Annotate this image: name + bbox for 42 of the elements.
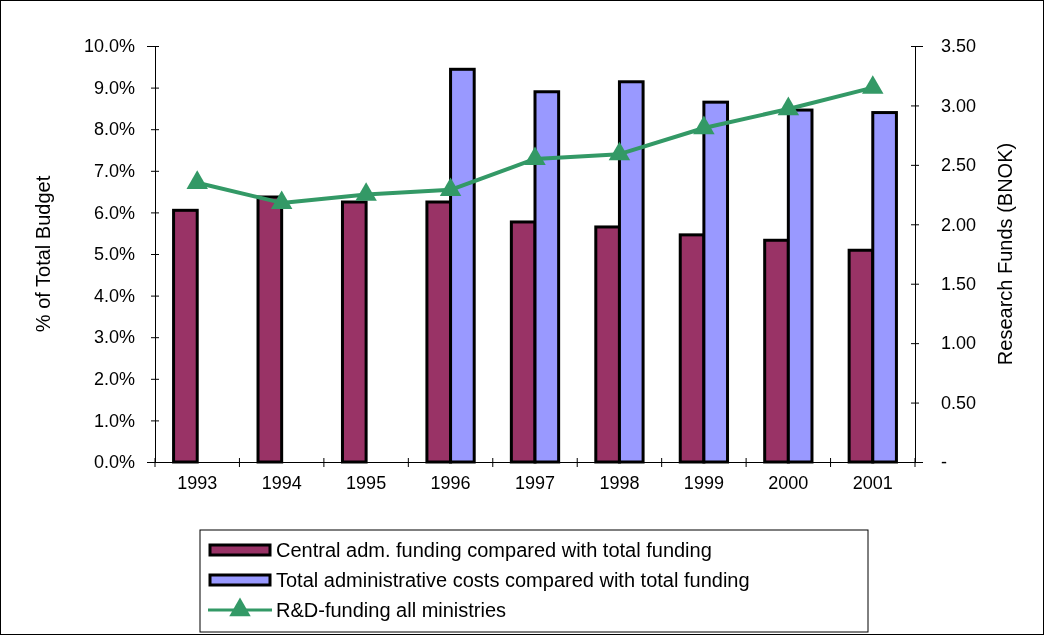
y2-axis-title: Research Funds (BNOK) bbox=[994, 142, 1016, 366]
y-tick-label: 5.0% bbox=[93, 244, 135, 265]
x-tick-label: 1996 bbox=[430, 472, 471, 493]
point bbox=[439, 177, 462, 197]
point bbox=[862, 75, 884, 94]
point bbox=[693, 115, 715, 135]
y-tick-label: 4.0% bbox=[93, 285, 135, 306]
legend-label: Central adm. funding compared with total funding bbox=[276, 539, 712, 561]
x-tick-label: 1997 bbox=[514, 472, 556, 493]
y2-tick-label: 1.50 bbox=[941, 273, 977, 294]
x-tick-label: 2001 bbox=[852, 472, 893, 493]
y-tick-label: 7.0% bbox=[93, 161, 135, 182]
y2-tick-label: 2.50 bbox=[941, 155, 977, 176]
x-tick-label: 1994 bbox=[261, 472, 302, 493]
x-tick-label: 1998 bbox=[599, 472, 640, 493]
point bbox=[355, 182, 377, 201]
point bbox=[186, 170, 208, 189]
x-tick-label: 2000 bbox=[768, 472, 809, 493]
y2-tick-label: 0.50 bbox=[941, 392, 977, 413]
point bbox=[524, 146, 546, 166]
y-tick-label: 1.0% bbox=[93, 410, 135, 431]
y-tick-label: 9.0% bbox=[93, 77, 135, 98]
point bbox=[270, 190, 293, 210]
y-axis-title: % of Total Budget bbox=[32, 175, 54, 333]
y-tick-label: 2.0% bbox=[93, 369, 135, 390]
y2-tick-label: - bbox=[941, 452, 947, 473]
y-tick-label: 6.0% bbox=[93, 202, 135, 223]
y-tick-label: 10.0% bbox=[83, 36, 135, 57]
x-tick-label: 1995 bbox=[346, 472, 387, 493]
legend-label: R&D-funding all ministries bbox=[276, 599, 507, 621]
legend-label: Total administrative costs compared with total funding bbox=[276, 569, 750, 591]
y-tick-label: 8.0% bbox=[93, 119, 135, 140]
y2-tick-label: 1.00 bbox=[941, 333, 977, 354]
point bbox=[608, 141, 631, 161]
y2-tick-label: 3.50 bbox=[941, 36, 977, 57]
point bbox=[777, 96, 800, 116]
x-tick-label: 1993 bbox=[177, 472, 218, 493]
x-tick-label: 1999 bbox=[683, 472, 724, 493]
y-tick-label: 0.0% bbox=[93, 452, 135, 473]
y2-tick-label: 3.00 bbox=[941, 95, 977, 116]
y-tick-label: 3.0% bbox=[93, 327, 135, 348]
y2-tick-label: 2.00 bbox=[941, 214, 977, 235]
